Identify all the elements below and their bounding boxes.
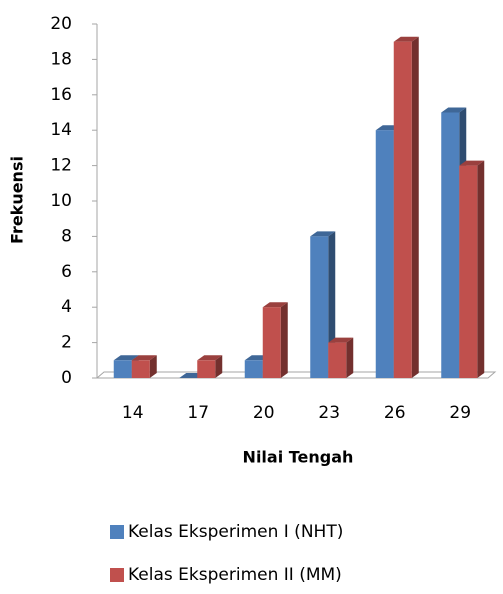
bar-top bbox=[113, 355, 139, 361]
bar-side bbox=[149, 355, 157, 378]
y-tick-label: 14 bbox=[50, 120, 72, 140]
legend-swatch bbox=[110, 525, 124, 539]
bar-side bbox=[477, 160, 485, 378]
legend-swatch bbox=[110, 568, 124, 582]
y-tick-label: 12 bbox=[50, 156, 72, 176]
bar-top bbox=[459, 160, 485, 166]
bar-side bbox=[411, 36, 419, 378]
y-tick-label: 6 bbox=[61, 262, 72, 282]
bar-side bbox=[280, 302, 288, 378]
legend-label: Kelas Eksperimen II (MM) bbox=[128, 565, 342, 585]
x-tick-label: 23 bbox=[318, 403, 340, 423]
bar-side bbox=[346, 337, 354, 378]
x-tick-label: 26 bbox=[384, 403, 406, 423]
legend-label: Kelas Eksperimen I (NHT) bbox=[128, 522, 343, 542]
bar-top bbox=[441, 107, 467, 113]
bar bbox=[244, 360, 263, 378]
y-axis-title: Frekuensi bbox=[8, 156, 27, 244]
bar bbox=[441, 112, 460, 378]
y-tick-label: 10 bbox=[50, 191, 72, 211]
y-tick-label: 8 bbox=[61, 226, 72, 246]
bar-top bbox=[328, 337, 354, 343]
bar bbox=[328, 342, 347, 378]
bar-top bbox=[393, 36, 419, 42]
bar-top bbox=[310, 231, 336, 237]
x-tick-label: 17 bbox=[187, 403, 209, 423]
bar bbox=[375, 130, 394, 378]
y-tick-label: 20 bbox=[50, 14, 72, 34]
bar bbox=[459, 165, 478, 378]
x-tick-label: 14 bbox=[122, 403, 144, 423]
y-tick-label: 16 bbox=[50, 85, 72, 105]
y-tick-label: 2 bbox=[61, 333, 72, 353]
x-axis-title: Nilai Tengah bbox=[243, 448, 354, 467]
bar-top bbox=[131, 355, 157, 361]
bar-top bbox=[262, 302, 288, 308]
x-tick-label: 29 bbox=[449, 403, 471, 423]
y-tick-label: 0 bbox=[61, 368, 72, 388]
bar bbox=[310, 236, 329, 378]
bar bbox=[393, 41, 412, 378]
bar-side bbox=[215, 355, 223, 378]
x-tick-label: 20 bbox=[253, 403, 275, 423]
bar bbox=[197, 360, 216, 378]
bar-top bbox=[197, 355, 223, 361]
bar bbox=[113, 360, 132, 378]
y-tick-label: 18 bbox=[50, 49, 72, 69]
bar bbox=[131, 360, 150, 378]
bar bbox=[262, 307, 281, 378]
y-tick-label: 4 bbox=[61, 297, 72, 317]
